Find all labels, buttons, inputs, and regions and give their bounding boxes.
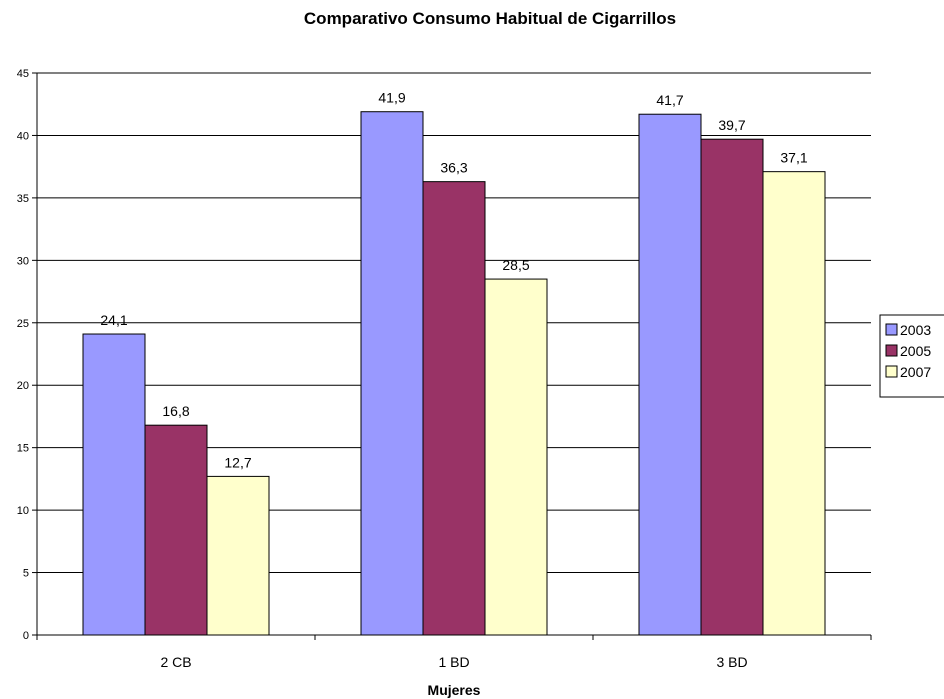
bar-2003-1-bd [360, 111, 424, 636]
legend-swatch-2005 [885, 344, 898, 357]
data-label: 16,8 [162, 403, 189, 419]
data-labels: 24,1 16,8 12,7 41,9 36,3 28,5 41,7 39,7 37,1 [100, 90, 807, 471]
legend-swatch-2003 [885, 323, 898, 336]
bar-2007-2-cb [206, 475, 270, 636]
x-tick-label: 1 BD [438, 654, 469, 670]
x-axis-title: Mujeres [428, 682, 481, 698]
data-label: 28,5 [502, 257, 529, 273]
data-label: 36,3 [440, 160, 467, 176]
y-tick-label: 40 [17, 130, 29, 142]
legend-swatch-2007 [885, 365, 898, 378]
y-tick-label: 35 [17, 193, 29, 205]
bar-2007-1-bd [484, 278, 548, 636]
chart-title: Comparativo Consumo Habitual de Cigarril… [304, 9, 676, 28]
y-tick-label: 20 [17, 380, 29, 392]
y-tick-label: 5 [23, 568, 29, 580]
y-tick-label: 25 [17, 318, 29, 330]
data-label: 37,1 [780, 150, 807, 166]
data-label: 41,7 [656, 92, 683, 108]
axes [36, 73, 871, 636]
bar-2005-1-bd [422, 181, 486, 636]
bar-2005-3-bd [700, 138, 764, 636]
x-tick-label: 3 BD [716, 654, 747, 670]
bar-2007-3-bd [762, 171, 826, 636]
data-label: 39,7 [718, 117, 745, 133]
x-tick-label: 2 CB [160, 654, 191, 670]
y-tick-label: 30 [17, 255, 29, 267]
x-axis-ticks: 2 CB 1 BD 3 BD [36, 635, 872, 670]
bar-2003-2-cb [82, 333, 146, 636]
legend-label-2007: 2007 [900, 364, 931, 380]
bar-2003-3-bd [638, 113, 702, 636]
y-tick-label: 10 [17, 505, 29, 517]
legend-label-2003: 2003 [900, 322, 931, 338]
data-label: 12,7 [224, 454, 251, 470]
bar-2005-2-cb [144, 424, 208, 636]
y-tick-label: 45 [17, 68, 29, 80]
bars [82, 111, 826, 636]
y-axis-ticks: 0 5 10 15 20 25 30 35 40 45 [17, 68, 37, 642]
y-tick-label: 0 [23, 630, 29, 642]
data-label: 41,9 [378, 90, 405, 106]
legend: 2003 2005 2007 [879, 314, 944, 398]
data-label: 24,1 [100, 312, 127, 328]
y-tick-label: 15 [17, 443, 29, 455]
legend-label-2005: 2005 [900, 343, 931, 359]
